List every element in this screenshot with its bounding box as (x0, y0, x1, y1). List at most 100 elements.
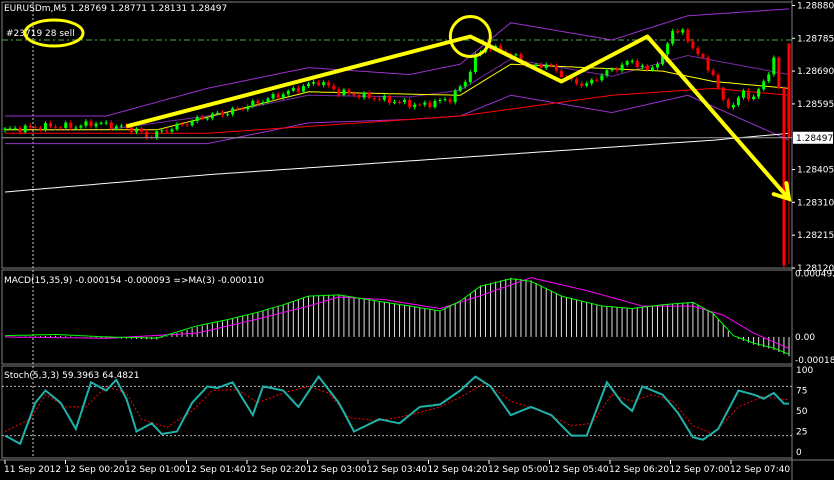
candle-body[interactable] (190, 121, 194, 126)
candle-body[interactable] (387, 95, 391, 103)
candle-body[interactable] (306, 83, 310, 87)
candle-body[interactable] (160, 130, 164, 132)
candle-body[interactable] (155, 131, 159, 138)
candle-body[interactable] (291, 87, 295, 91)
candle-body[interactable] (251, 100, 255, 107)
candle-body[interactable] (686, 29, 690, 42)
candle-body[interactable] (296, 87, 300, 92)
candle-body[interactable] (408, 99, 412, 108)
candle-body[interactable] (443, 99, 447, 101)
candle-body[interactable] (357, 95, 361, 98)
stochastic-panel[interactable] (2, 374, 792, 446)
candle-body[interactable] (18, 128, 22, 133)
candle-body[interactable] (13, 128, 17, 130)
candle-body[interactable] (140, 128, 144, 132)
candle-body[interactable] (625, 61, 629, 65)
candle-body[interactable] (145, 131, 149, 138)
candle-body[interactable] (271, 94, 275, 99)
candle-body[interactable] (241, 108, 245, 110)
candle-body[interactable] (615, 69, 619, 71)
candle-body[interactable] (489, 48, 493, 50)
candle-body[interactable] (337, 89, 341, 95)
candle-body[interactable] (681, 29, 685, 33)
candle-body[interactable] (762, 81, 766, 90)
candle-body[interactable] (418, 104, 422, 106)
candle-body[interactable] (453, 90, 457, 103)
candle-body[interactable] (777, 57, 781, 89)
candle-body[interactable] (281, 94, 285, 98)
candle-body[interactable] (767, 74, 771, 82)
candle-body[interactable] (731, 104, 735, 108)
candle-body[interactable] (676, 31, 680, 33)
candle-body[interactable] (392, 102, 396, 104)
candle-body[interactable] (114, 126, 118, 129)
candle-body[interactable] (104, 122, 108, 124)
candle-body[interactable] (185, 124, 189, 126)
candle-body[interactable] (94, 123, 98, 127)
candle-body[interactable] (119, 125, 123, 127)
candle-body[interactable] (782, 88, 786, 266)
candle-body[interactable] (403, 99, 407, 103)
candle-body[interactable] (372, 98, 376, 100)
candle-body[interactable] (54, 126, 58, 128)
candle-body[interactable] (8, 128, 12, 130)
candle-body[interactable] (362, 92, 366, 98)
candle-body[interactable] (600, 75, 604, 81)
candle-body[interactable] (276, 94, 280, 98)
candle-body[interactable] (261, 102, 265, 104)
candle-body[interactable] (322, 82, 326, 86)
candle-body[interactable] (200, 117, 204, 119)
candle-body[interactable] (549, 64, 553, 66)
candle-body[interactable] (706, 57, 710, 71)
macd-panel[interactable] (4, 277, 790, 357)
candle-body[interactable] (79, 125, 83, 128)
candle-body[interactable] (3, 128, 7, 131)
candle-body[interactable] (655, 64, 659, 68)
candle-body[interactable] (590, 79, 594, 84)
candle-body[interactable] (650, 67, 654, 70)
candle-body[interactable] (231, 108, 235, 115)
candle-body[interactable] (43, 122, 47, 130)
candle-body[interactable] (463, 82, 467, 87)
candle-body[interactable] (554, 65, 558, 71)
candle-body[interactable] (640, 65, 644, 68)
candle-body[interactable] (473, 54, 477, 72)
candle-body[interactable] (585, 83, 589, 86)
candle-body[interactable] (124, 125, 128, 128)
candle-body[interactable] (701, 53, 705, 58)
candle-body[interactable] (175, 123, 179, 130)
candle-body[interactable] (226, 114, 230, 116)
candle-body[interactable] (236, 108, 240, 110)
candle-body[interactable] (645, 65, 649, 70)
candle-body[interactable] (787, 43, 791, 138)
candle-body[interactable] (741, 90, 745, 98)
candle-body[interactable] (99, 122, 103, 124)
candle-body[interactable] (605, 70, 609, 76)
candle-body[interactable] (266, 98, 270, 103)
candle-body[interactable] (367, 92, 371, 99)
candle-body[interactable] (514, 54, 518, 56)
candle-body[interactable] (721, 87, 725, 100)
candle-body[interactable] (423, 102, 427, 105)
candle-body[interactable] (377, 98, 381, 100)
candle-body[interactable] (38, 127, 42, 130)
candle-body[interactable] (170, 129, 174, 132)
candle-body[interactable] (580, 83, 584, 86)
candle-body[interactable] (448, 99, 452, 103)
candle-body[interactable] (635, 60, 639, 68)
candle-body[interactable] (246, 106, 250, 110)
candle-body[interactable] (33, 127, 37, 129)
candle-body[interactable] (691, 41, 695, 49)
candle-body[interactable] (180, 123, 184, 125)
candle-body[interactable] (772, 57, 776, 75)
candle-body[interactable] (352, 93, 356, 96)
candle-body[interactable] (575, 79, 579, 84)
candle-body[interactable] (89, 121, 93, 127)
candle-body[interactable] (666, 43, 670, 55)
candle-body[interactable] (752, 96, 756, 100)
candle-body[interactable] (317, 82, 321, 86)
candle-body[interactable] (301, 86, 305, 92)
candle-body[interactable] (595, 79, 599, 81)
candle-body[interactable] (23, 125, 27, 133)
candle-body[interactable] (468, 71, 472, 83)
